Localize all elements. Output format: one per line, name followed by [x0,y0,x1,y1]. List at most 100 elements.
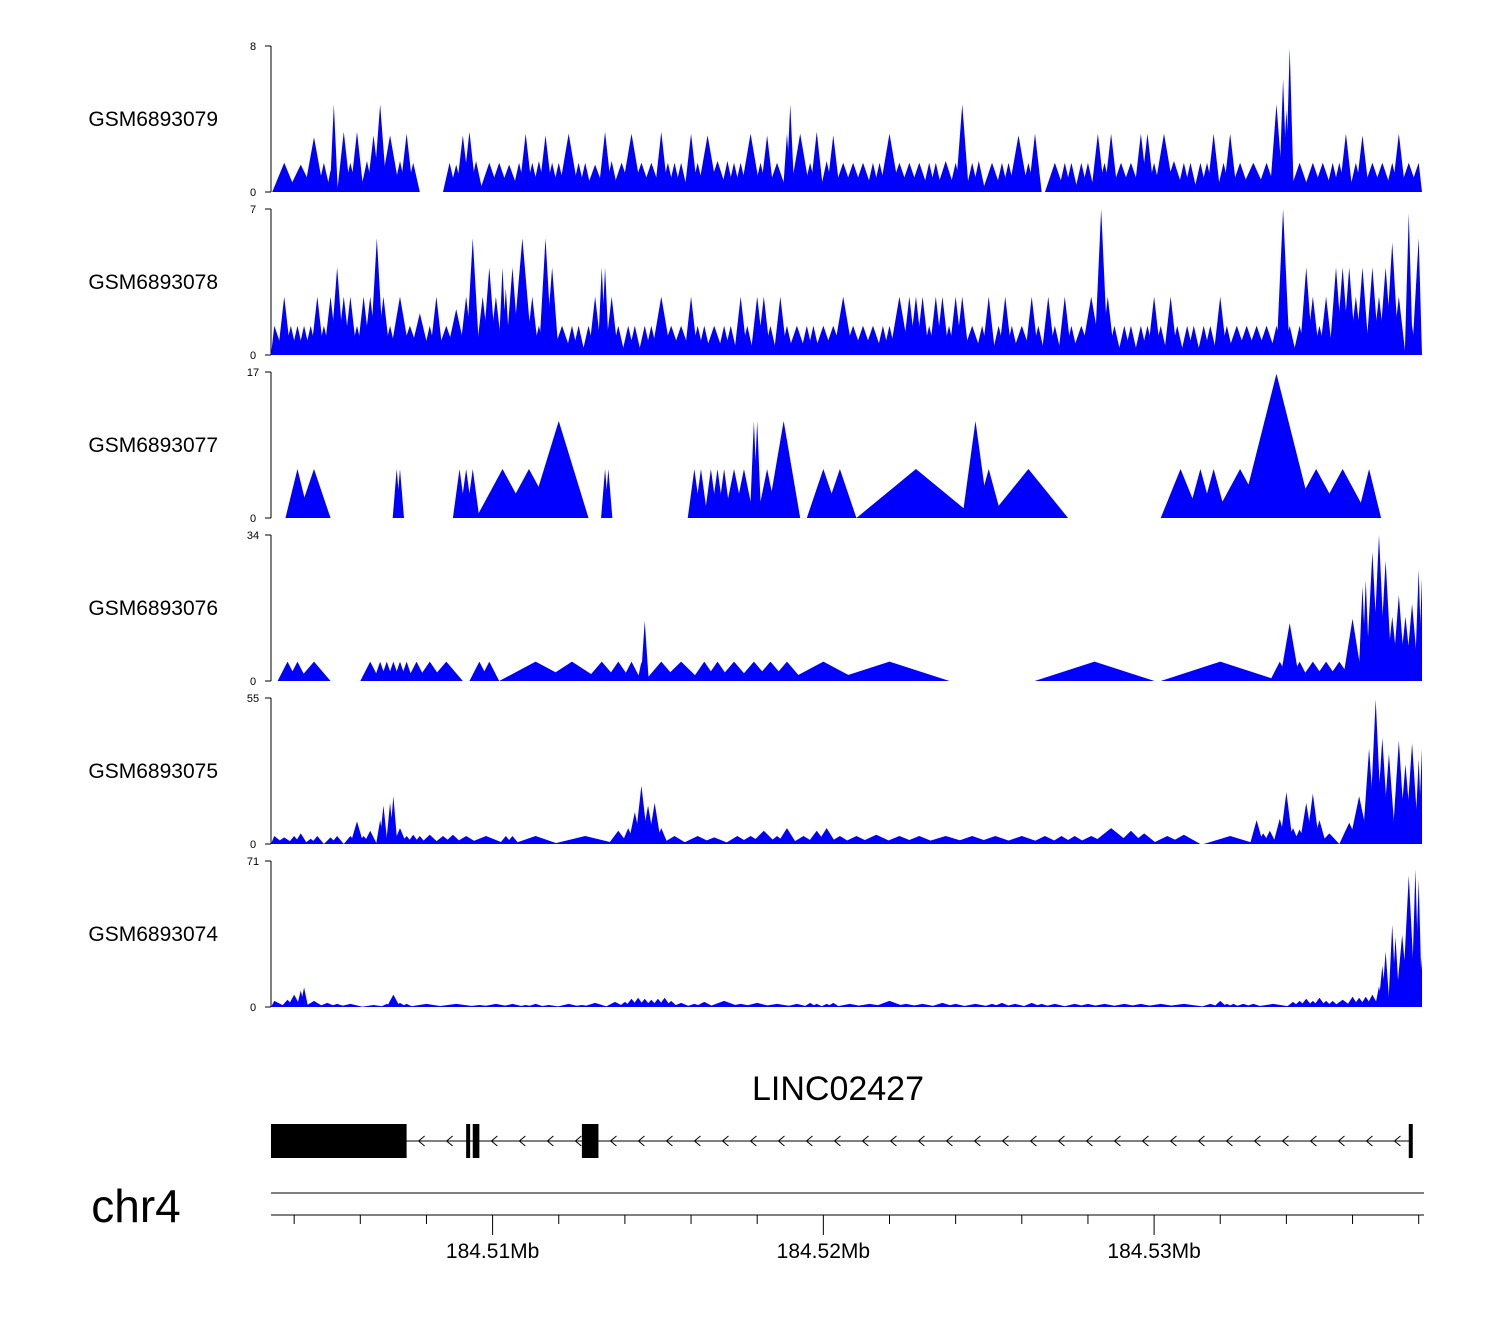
strand-arrow [693,1135,701,1147]
coverage-peak [942,1003,969,1007]
exon-block [271,1124,407,1158]
coverage-peak [783,1003,811,1007]
coverage-peak [1306,793,1320,844]
coverage-peak [958,1003,993,1007]
coverage-peak [297,469,331,518]
strand-arrow [777,1135,785,1147]
coverage-peak [558,133,579,192]
coverage-peak [1342,618,1363,681]
gene-name-label: LINC02427 [752,1070,924,1108]
strand-arrow [518,1135,526,1147]
coverage-peak [767,162,787,192]
coverage-peak [395,469,404,518]
coverage-peak [499,1003,526,1007]
track-label: GSM6893078 [88,271,218,294]
coverage-peak [1269,104,1284,192]
coverage-peak [363,830,377,844]
coverage-peak [1124,325,1138,355]
coverage-peak [300,987,309,1007]
coverage-peak [611,325,625,355]
y-tick-label: 0 [250,350,256,362]
coverage-peak [1203,836,1257,844]
coverage-peak [753,420,762,518]
strand-arrow [1113,1135,1121,1147]
coverage-peak [360,1004,387,1007]
coverage-peak [379,805,388,844]
coverage-peak [1357,469,1382,518]
coverage-peak [406,1003,447,1007]
coverage-peak [399,133,414,192]
coverage-peak [640,620,649,681]
coverage-peak [1405,743,1419,844]
strand-arrow [1225,1135,1233,1147]
coverage-peak [724,325,738,355]
coverage-peak [1418,748,1422,844]
track-label: GSM6893079 [88,108,218,131]
coverage-peak [1104,133,1118,192]
coverage-peak [1392,133,1406,192]
y-tick-label: 0 [250,513,256,525]
exon-block [1408,1124,1413,1158]
coverage-peak [1418,957,1422,1007]
coverage-peak [810,1003,824,1007]
strand-arrow [889,1135,897,1147]
coverage-peak [816,828,837,844]
coverage-peak [1130,833,1158,844]
strand-arrow [1309,1135,1317,1147]
coverage-peak [1034,661,1155,681]
y-tick-label: 8 [250,41,256,53]
coverage-peak [750,830,778,844]
coverage-peak [329,104,338,192]
coverage-peak [654,828,668,844]
y-tick-label: 0 [250,1002,256,1014]
coverage-peak [648,802,662,844]
coverage-peak [1414,879,1422,1007]
coverage-peak [853,162,873,192]
coverage-peak [1094,209,1108,355]
coverage-peak [684,133,698,192]
strand-arrow [490,1135,498,1147]
coverage-peak [906,1003,940,1007]
coverage-peak [380,135,400,192]
coverage-peak [542,661,602,681]
strand-arrow [445,1135,453,1147]
coverage-peak [1203,325,1217,355]
coverage-peak [915,296,930,355]
coverage-peak [505,836,520,844]
coverage-peak [350,131,364,192]
coverage-peak [479,661,500,681]
coverage-peak [1355,267,1370,355]
coverage-peak [935,160,956,192]
coverage-peak [982,296,996,355]
coverage-peak [786,104,795,192]
coverage-peak [409,313,430,355]
track-GSM6893074: GSM6893074 0 71 [88,856,1422,1014]
coverage-peak [664,1000,678,1007]
coverage-peak [433,1003,480,1007]
track-GSM6893079: GSM6893079 0 8 [88,41,1422,199]
coverage-peak [661,661,701,681]
coverage-peak [1183,162,1198,192]
coverage-peak [370,238,384,355]
coverage-peak [1167,834,1201,844]
strand-arrow [1337,1135,1345,1147]
coverage-peak [1147,296,1161,355]
coverage-peak [790,133,811,192]
coverage-peak [734,296,748,355]
axis-tick-label: 184.52Mb [777,1240,870,1263]
coverage-peak [337,1003,364,1007]
coverage-peak [1187,325,1201,355]
coverage-peak [294,833,308,844]
coverage-peak [1164,296,1178,355]
coverage-peak [390,296,410,355]
coverage-peak [1041,1003,1069,1007]
coverage-peak [1001,1003,1029,1007]
strand-arrow [609,1135,617,1147]
coverage-peak [552,836,619,844]
coverage-peak [694,469,708,518]
axis-tick-label: 184.51Mb [446,1240,539,1263]
coverage-peak [1312,820,1327,844]
coverage-peak [671,1002,692,1007]
coverage-peak [337,131,351,192]
